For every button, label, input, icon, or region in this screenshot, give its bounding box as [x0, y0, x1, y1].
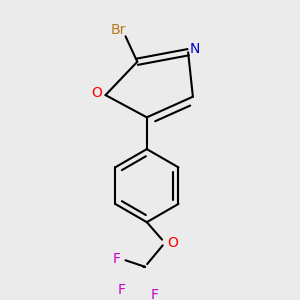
Text: O: O [91, 85, 102, 100]
Text: N: N [190, 42, 200, 56]
Text: F: F [151, 288, 159, 300]
Text: F: F [118, 284, 126, 298]
Text: O: O [167, 236, 178, 250]
Text: Br: Br [110, 23, 126, 37]
Text: F: F [113, 252, 121, 266]
